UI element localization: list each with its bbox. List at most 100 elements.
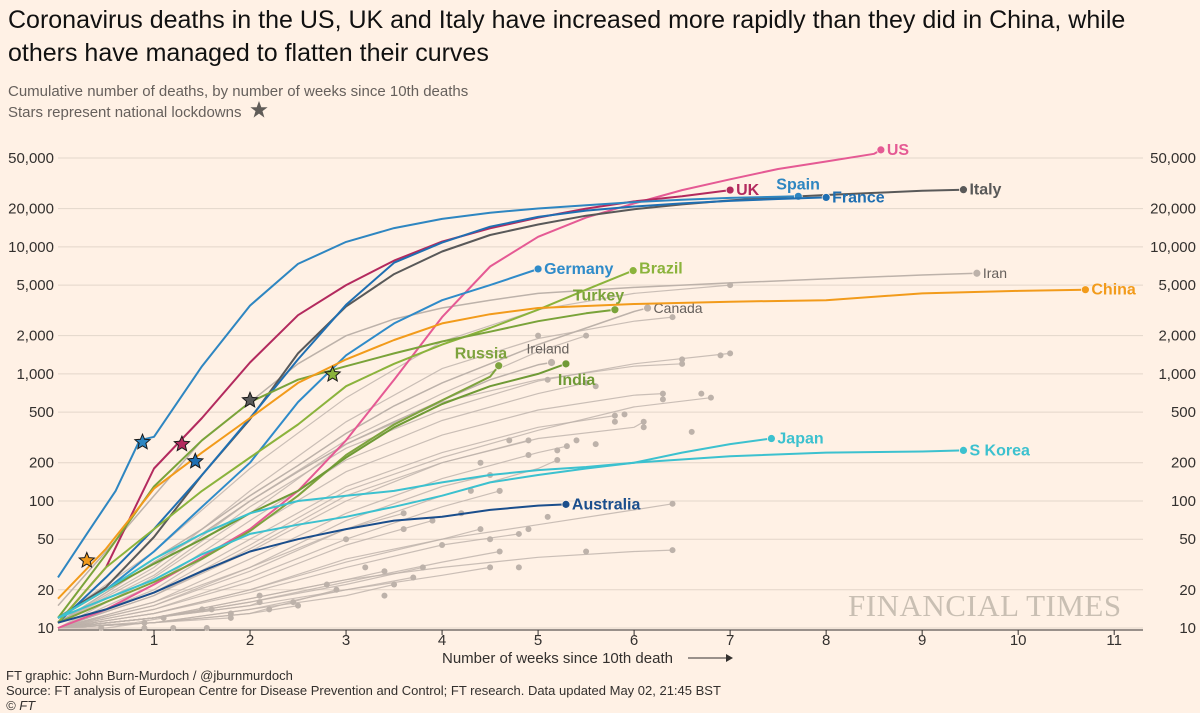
- background-dot: [525, 451, 532, 458]
- ft-watermark: FINANCIAL TIMES: [848, 588, 1122, 623]
- background-series-end-dot: [496, 548, 503, 555]
- background-series-end-dot: [429, 517, 436, 524]
- background-dot: [362, 564, 369, 571]
- y-tick-label-left: 1,000: [16, 366, 54, 383]
- background-series-end-dot: [525, 437, 532, 444]
- background-series-line: [57, 617, 164, 629]
- background-series-line: [57, 570, 385, 629]
- background-series-end-dot: [256, 599, 263, 606]
- background-series-end-dot: [640, 418, 647, 425]
- series-end-dot-russia: [494, 361, 504, 371]
- background-series-line: [57, 439, 529, 629]
- background-series-line: [57, 533, 519, 629]
- background-dot: [170, 625, 177, 631]
- series-end-dot-canada: [643, 303, 652, 313]
- lockdown-star-icon: [241, 391, 259, 408]
- series-label-australia: Australia: [572, 496, 641, 513]
- series-label-japan: Japan: [777, 431, 823, 448]
- y-tick-label-right: 50: [1179, 531, 1196, 548]
- series-line-ireland: [57, 361, 552, 624]
- y-tick-label-left: 20: [37, 582, 54, 599]
- background-dot: [688, 428, 695, 435]
- series-label-s-korea: S Korea: [969, 442, 1030, 459]
- y-tick-label-left: 10,000: [8, 239, 54, 256]
- background-dot: [544, 376, 551, 383]
- background-series-line: [57, 352, 731, 624]
- series-label-italy: Italy: [969, 182, 1001, 199]
- x-axis-arrow-head: [726, 654, 733, 662]
- series-label-uk: UK: [736, 182, 760, 199]
- chart-subtitle: Cumulative number of deaths, by number o…: [8, 83, 469, 100]
- background-dot: [544, 513, 551, 520]
- y-tick-label-left: 500: [29, 404, 54, 421]
- background-series-end-dot: [487, 564, 494, 571]
- x-tick-label: 8: [822, 632, 830, 649]
- y-tick-label-right: 1,000: [1158, 366, 1196, 383]
- y-tick-label-left: 10: [37, 620, 54, 637]
- y-tick-label-right: 20,000: [1150, 201, 1196, 218]
- series-label-ireland: Ireland: [527, 340, 570, 356]
- background-dot: [535, 332, 542, 339]
- background-dot: [515, 564, 522, 571]
- lockdown-star-icon: [186, 451, 205, 469]
- background-series-end-dot: [295, 602, 302, 609]
- background-series-end-dot: [611, 412, 618, 419]
- background-dot: [487, 536, 494, 543]
- background-dot: [381, 592, 388, 599]
- series-label-us: US: [887, 142, 910, 159]
- series-label-china: China: [1091, 282, 1136, 299]
- y-tick-label-left: 2,000: [16, 328, 54, 345]
- background-dot: [203, 625, 210, 631]
- background-dot: [290, 599, 297, 606]
- series-end-dot-s-korea: [959, 445, 968, 455]
- series-line-australia: [57, 503, 566, 624]
- x-axis-label: Number of weeks since 10th death: [442, 650, 673, 667]
- series-line-china: [57, 288, 1086, 600]
- x-tick-label: 5: [534, 632, 542, 649]
- x-tick-label: 6: [630, 632, 638, 649]
- y-tick-label-right: 5,000: [1158, 277, 1196, 294]
- background-series-end-dot: [669, 547, 676, 554]
- background-dot: [323, 581, 330, 588]
- background-dot: [611, 418, 618, 425]
- series-line-germany: [57, 268, 539, 619]
- lockdown-star-icon: [133, 432, 152, 450]
- x-tick-label: 4: [438, 632, 446, 649]
- background-dot: [592, 441, 599, 448]
- background-series-end-dot: [381, 568, 388, 575]
- lockdown-star-icon: [173, 434, 191, 452]
- series-line-brazil: [57, 269, 634, 624]
- series-end-dot-brazil: [628, 266, 638, 276]
- background-dot: [583, 548, 590, 555]
- series-end-dot-germany: [533, 264, 543, 274]
- background-dot: [256, 592, 263, 599]
- y-tick-label-right: 20: [1179, 582, 1196, 599]
- background-dot: [266, 606, 273, 613]
- background-dot: [698, 390, 705, 397]
- background-dot: [554, 447, 561, 454]
- series-end-dot-australia: [561, 499, 571, 509]
- background-series-end-dot: [583, 332, 590, 339]
- background-series-end-dot: [333, 586, 340, 593]
- background-dot: [199, 606, 206, 613]
- series-line-russia: [57, 365, 500, 624]
- series-end-dot-iran: [972, 268, 982, 278]
- y-tick-label-left: 50,000: [8, 150, 54, 167]
- y-tick-label-right: 10: [1179, 620, 1196, 637]
- chart-title: Coronavirus deaths in the US, UK and Ita…: [8, 6, 1126, 67]
- star-legend-icon: [250, 101, 268, 118]
- background-dot: [640, 424, 647, 431]
- series-line-s-korea: [57, 449, 964, 619]
- series-label-russia: Russia: [455, 346, 508, 363]
- series-label-brazil: Brazil: [639, 261, 683, 278]
- series-label-turkey: Turkey: [573, 288, 624, 305]
- background-series-end-dot: [515, 530, 522, 537]
- star-note: Stars represent national lockdowns: [8, 104, 242, 121]
- series-label-germany: Germany: [544, 261, 613, 278]
- copyright-footer: © FT: [6, 698, 36, 713]
- lockdown-star-icon: [77, 551, 96, 568]
- background-series-end-dot: [554, 457, 561, 464]
- credit-footer: FT graphic: John Burn-Murdoch / @jburnmu…: [6, 668, 293, 683]
- background-series-line: [57, 474, 491, 629]
